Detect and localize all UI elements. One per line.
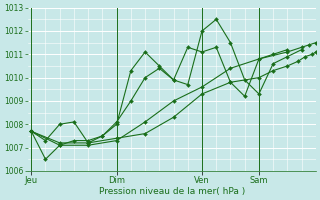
- X-axis label: Pression niveau de la mer( hPa ): Pression niveau de la mer( hPa ): [99, 187, 245, 196]
